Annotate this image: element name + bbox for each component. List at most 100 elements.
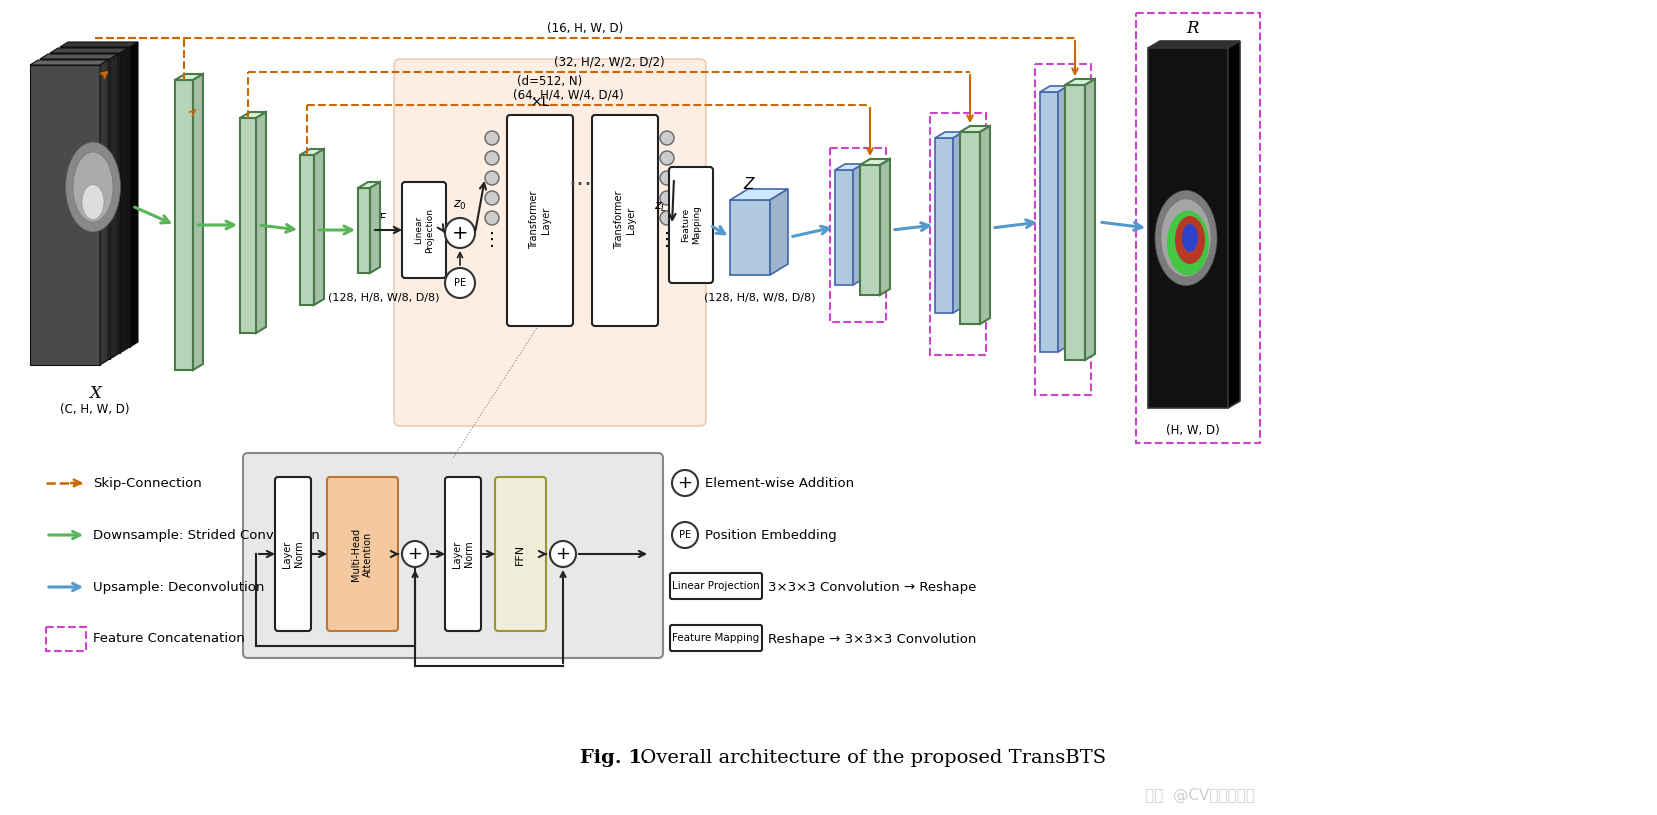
Polygon shape — [50, 53, 119, 353]
Text: F: F — [378, 212, 386, 224]
Circle shape — [659, 171, 674, 185]
Text: $Z$: $Z$ — [744, 176, 757, 192]
Text: $z_L$: $z_L$ — [653, 200, 666, 214]
Text: Feature Concatenation: Feature Concatenation — [93, 632, 245, 645]
Polygon shape — [176, 74, 204, 80]
Text: +: + — [555, 545, 570, 563]
Polygon shape — [240, 118, 255, 333]
Text: Position Embedding: Position Embedding — [704, 528, 837, 541]
FancyBboxPatch shape — [446, 477, 481, 631]
Text: (d=512, N): (d=512, N) — [517, 74, 583, 87]
Text: ×L: ×L — [530, 95, 550, 109]
Polygon shape — [1148, 48, 1228, 408]
Text: Transformer
Layer: Transformer Layer — [529, 191, 550, 249]
Text: (H, W, D): (H, W, D) — [1167, 424, 1220, 437]
FancyBboxPatch shape — [507, 115, 573, 326]
Text: Feature Mapping: Feature Mapping — [673, 633, 759, 643]
Text: $z_0$: $z_0$ — [454, 198, 467, 212]
Polygon shape — [119, 48, 128, 353]
Text: Upsample: Deconvolution: Upsample: Deconvolution — [93, 580, 265, 593]
Polygon shape — [935, 138, 953, 313]
Polygon shape — [1228, 41, 1239, 408]
FancyBboxPatch shape — [592, 115, 658, 326]
Polygon shape — [860, 165, 880, 295]
Polygon shape — [731, 189, 789, 200]
Text: (64, H/4, W/4, D/4): (64, H/4, W/4, D/4) — [512, 89, 623, 102]
Ellipse shape — [81, 184, 104, 219]
Polygon shape — [835, 164, 863, 170]
Ellipse shape — [73, 152, 113, 222]
Polygon shape — [959, 132, 979, 324]
Polygon shape — [1065, 79, 1095, 85]
FancyBboxPatch shape — [669, 625, 762, 651]
Text: Fig. 1.: Fig. 1. — [580, 749, 650, 767]
Circle shape — [446, 268, 476, 298]
Bar — [1137, 13, 1259, 443]
Ellipse shape — [66, 142, 121, 232]
Text: ⋮: ⋮ — [482, 231, 500, 249]
Ellipse shape — [1162, 199, 1211, 277]
Text: 知乎  @CV计算机视觉: 知乎 @CV计算机视觉 — [1145, 787, 1254, 803]
Text: X: X — [89, 385, 101, 402]
Bar — [1036, 64, 1090, 395]
Text: (128, H/8, W/8, D/8): (128, H/8, W/8, D/8) — [328, 293, 439, 303]
Text: Linear
Projection: Linear Projection — [414, 208, 434, 253]
Polygon shape — [30, 60, 108, 65]
Text: +: + — [678, 474, 693, 492]
Text: Linear Projection: Linear Projection — [673, 581, 761, 591]
Text: Feature
Mapping: Feature Mapping — [681, 205, 701, 244]
Polygon shape — [40, 59, 109, 359]
Polygon shape — [370, 182, 379, 273]
Polygon shape — [313, 149, 325, 305]
Circle shape — [550, 541, 577, 567]
Polygon shape — [953, 132, 963, 313]
Circle shape — [673, 470, 698, 496]
Circle shape — [659, 191, 674, 205]
Polygon shape — [1041, 86, 1069, 92]
Text: Overall architecture of the proposed TransBTS: Overall architecture of the proposed Tra… — [635, 749, 1105, 767]
Circle shape — [486, 191, 499, 205]
FancyBboxPatch shape — [669, 167, 713, 283]
Polygon shape — [1041, 92, 1059, 352]
Polygon shape — [731, 200, 771, 275]
Text: +: + — [452, 223, 469, 243]
Polygon shape — [358, 188, 370, 273]
Text: (16, H, W, D): (16, H, W, D) — [547, 21, 623, 34]
FancyBboxPatch shape — [275, 477, 312, 631]
Text: Skip-Connection: Skip-Connection — [93, 477, 202, 490]
Ellipse shape — [1167, 210, 1210, 275]
Circle shape — [403, 541, 428, 567]
Polygon shape — [1065, 85, 1085, 360]
Polygon shape — [192, 74, 204, 370]
Text: +: + — [408, 545, 423, 563]
Polygon shape — [835, 170, 853, 285]
FancyBboxPatch shape — [495, 477, 547, 631]
Circle shape — [446, 218, 476, 248]
Text: 3×3×3 Convolution → Reshape: 3×3×3 Convolution → Reshape — [767, 580, 976, 593]
Text: FFN: FFN — [515, 544, 525, 565]
Polygon shape — [771, 189, 789, 275]
Circle shape — [486, 171, 499, 185]
Text: (32, H/2, W/2, D/2): (32, H/2, W/2, D/2) — [553, 55, 664, 68]
Bar — [830, 148, 886, 322]
Text: Transformer
Layer: Transformer Layer — [615, 191, 636, 249]
Polygon shape — [853, 164, 863, 285]
Polygon shape — [358, 182, 379, 188]
Circle shape — [486, 131, 499, 145]
Text: Layer
Norm: Layer Norm — [452, 540, 474, 567]
Text: PE: PE — [454, 278, 466, 288]
Polygon shape — [979, 126, 989, 324]
Circle shape — [673, 522, 698, 548]
Polygon shape — [935, 132, 963, 138]
Circle shape — [486, 211, 499, 225]
Circle shape — [659, 151, 674, 165]
Text: Multi-Head
Attention: Multi-Head Attention — [351, 527, 373, 580]
Text: ⋮: ⋮ — [658, 231, 676, 249]
Polygon shape — [109, 54, 118, 359]
FancyBboxPatch shape — [669, 573, 762, 599]
FancyBboxPatch shape — [326, 477, 398, 631]
Polygon shape — [50, 48, 128, 53]
Polygon shape — [1085, 79, 1095, 360]
Circle shape — [659, 131, 674, 145]
Polygon shape — [30, 65, 99, 365]
